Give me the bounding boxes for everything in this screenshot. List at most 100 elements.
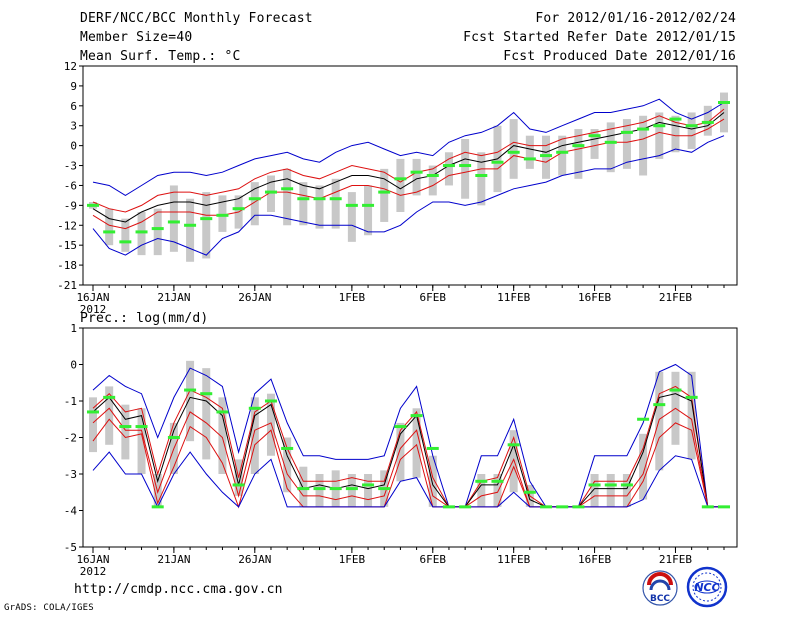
precip-variable-label: Prec.: log(mm/d): [80, 311, 209, 326]
temperature-xtick-label: 21JAN: [157, 291, 190, 304]
precipitation-median-25: [491, 479, 504, 483]
temperature-median-11: [264, 190, 277, 194]
temperature-box-24: [477, 152, 486, 206]
precipitation-box-14: [315, 474, 324, 507]
precipitation-median-11: [264, 399, 277, 403]
temperature-box-39: [720, 92, 728, 133]
precipitation-median-38: [701, 505, 714, 509]
precipitation-box-25: [493, 474, 502, 507]
precipitation-median-6: [184, 388, 197, 392]
temperature-box-36: [671, 115, 680, 153]
temperature-ytick-label: -15: [57, 239, 77, 252]
precipitation-xtick-label: 21FEB: [659, 553, 692, 566]
precipitation-xtick-label: 11FEB: [497, 553, 530, 566]
precipitation-median-12: [281, 446, 294, 450]
precipitation-median-28: [540, 505, 553, 509]
precipitation-box-8: [218, 397, 227, 474]
precipitation-box-0: [89, 397, 97, 453]
variable-label: Mean Surf. Temp.: °C: [80, 49, 241, 64]
temperature-series-min: [92, 135, 725, 256]
temperature-box-5: [169, 185, 178, 252]
temperature-box-20: [412, 158, 421, 196]
temperature-median-6: [184, 223, 197, 227]
precipitation-xtick-label: 21JAN: [157, 553, 190, 566]
temperature-xtick-label: 6FEB: [420, 291, 447, 304]
temperature-box-26: [509, 119, 518, 179]
temperature-median-0: [87, 203, 99, 207]
temperature-median-24: [475, 174, 488, 177]
precipitation-box-32: [606, 474, 615, 507]
temperature-box-23: [461, 139, 470, 199]
temperature-xtick-label: 11FEB: [497, 291, 530, 304]
precipitation-box-12: [283, 437, 292, 493]
precipitation-ytick-label: -3: [64, 468, 77, 481]
precipitation-series-upper: [92, 385, 724, 508]
precipitation-median-17: [362, 483, 375, 487]
precipitation-box-34: [639, 433, 648, 500]
precipitation-median-15: [329, 487, 342, 491]
temperature-median-23: [459, 164, 472, 168]
precipitation-median-2: [119, 425, 132, 429]
temperature-box-28: [542, 135, 551, 179]
precipitation-box-7: [202, 368, 211, 460]
temperature-box-2: [121, 218, 130, 252]
precipitation-median-23: [459, 505, 472, 509]
precipitation-median-4: [151, 505, 164, 509]
precipitation-xtick-label: 6FEB: [420, 553, 447, 566]
temperature-median-5: [167, 220, 180, 224]
temperature-box-27: [525, 135, 534, 169]
temperature-median-14: [313, 197, 326, 201]
temperature-median-28: [540, 154, 553, 158]
precipitation-box-33: [622, 474, 631, 507]
temperature-box-1: [105, 208, 114, 246]
precipitation-median-21: [426, 446, 439, 450]
temperature-median-22: [442, 164, 455, 168]
temperature-box-11: [266, 175, 275, 212]
precipitation-box-2: [121, 404, 130, 460]
temperature-median-39: [718, 101, 730, 104]
footer-url[interactable]: http://cmdp.ncc.cma.gov.cn: [74, 582, 283, 597]
precipitation-median-24: [475, 479, 488, 483]
precipitation-box-20: [412, 408, 421, 478]
temperature-ytick-label: -18: [57, 259, 77, 272]
temperature-median-12: [281, 187, 294, 191]
temperature-median-15: [329, 197, 342, 201]
precipitation-box-10: [250, 397, 259, 474]
precipitation-median-16: [345, 487, 358, 491]
precipitation-median-9: [232, 483, 245, 487]
bcc-logo: BCC: [642, 570, 678, 606]
temperature-series-upper: [92, 108, 725, 213]
temperature-median-33: [620, 130, 633, 134]
temperature-box-4: [153, 208, 162, 256]
temperature-ytick-label: 9: [70, 80, 77, 93]
temperature-frame: [82, 65, 738, 286]
precipitation-median-20: [410, 414, 423, 418]
temperature-median-32: [604, 140, 617, 144]
precipitation-box-11: [266, 393, 275, 456]
temperature-xtick-label: 21FEB: [659, 291, 692, 304]
precipitation-ytick-label: 0: [70, 359, 77, 372]
temperature-median-37: [685, 124, 698, 128]
temperature-median-38: [701, 120, 714, 124]
precipitation-median-18: [378, 487, 391, 491]
precipitation-median-22: [442, 505, 455, 509]
precipitation-box-6: [186, 360, 195, 442]
temperature-median-16: [345, 203, 358, 207]
precipitation-median-5: [167, 436, 180, 439]
temperature-median-31: [588, 134, 601, 138]
precipitation-median-36: [669, 388, 682, 392]
precipitation-median-31: [588, 483, 601, 487]
precipitation-median-34: [637, 417, 650, 421]
precipitation-box-3: [137, 408, 146, 474]
temperature-median-29: [556, 150, 569, 154]
precipitation-box-17: [364, 474, 373, 507]
temperature-box-37: [687, 112, 696, 149]
precipitation-median-39: [718, 505, 730, 509]
temperature-ytick-label: -6: [64, 179, 77, 192]
precipitation-series-max: [92, 363, 724, 508]
temperature-median-30: [572, 144, 585, 148]
temperature-ytick-label: -9: [64, 199, 77, 212]
bcc-logo-text: BCC: [650, 594, 670, 604]
temperature-box-7: [202, 192, 211, 259]
temperature-box-35: [655, 112, 664, 159]
